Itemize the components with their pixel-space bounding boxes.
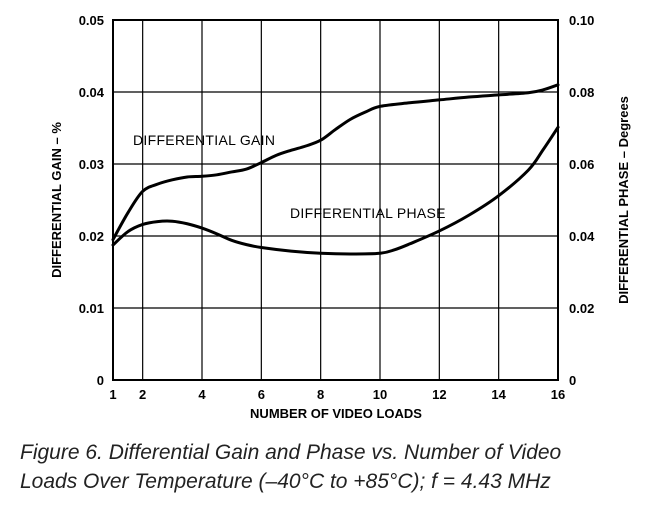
x-tick-label-7: 14 bbox=[491, 387, 506, 402]
x-tick-label-5: 10 bbox=[373, 387, 387, 402]
right-y-tick-labels: 0 0.02 0.04 0.06 0.08 0.10 bbox=[569, 13, 595, 388]
right-y-axis-label: DIFFERENTIAL PHASE – Degrees bbox=[616, 96, 631, 304]
figure-caption: Figure 6. Differential Gain and Phase vs… bbox=[20, 438, 660, 496]
left-y-tick-label-2: 0.02 bbox=[79, 229, 104, 244]
left-y-axis-label: DIFFERENTIAL GAIN – % bbox=[49, 122, 64, 278]
left-y-tick-label-1: 0.01 bbox=[79, 301, 104, 316]
x-tick-label-8: 16 bbox=[551, 387, 565, 402]
right-y-tick-label-0: 0 bbox=[569, 373, 576, 388]
series-layer bbox=[111, 83, 560, 256]
x-tick-label-6: 12 bbox=[432, 387, 446, 402]
left-y-tick-label-3: 0.03 bbox=[79, 157, 104, 172]
caption-line-2: Loads Over Temperature (–40°C to +85°C);… bbox=[20, 470, 551, 493]
left-y-tick-label-5: 0.05 bbox=[79, 13, 104, 28]
x-tick-label-2: 4 bbox=[198, 387, 206, 402]
x-axis-label: NUMBER OF VIDEO LOADS bbox=[250, 406, 422, 421]
right-y-tick-label-2: 0.04 bbox=[569, 229, 595, 244]
plot-frame bbox=[112, 19, 559, 381]
x-tick-labels: 1 2 4 6 8 10 12 14 16 bbox=[109, 387, 565, 402]
x-tick-label-0: 1 bbox=[109, 387, 116, 402]
right-y-tick-label-3: 0.06 bbox=[569, 157, 594, 172]
x-tick-label-3: 6 bbox=[258, 387, 265, 402]
caption-line-1: Figure 6. Differential Gain and Phase vs… bbox=[20, 441, 562, 464]
right-y-tick-label-1: 0.02 bbox=[569, 301, 594, 316]
series-line-differential-gain bbox=[111, 83, 560, 242]
left-y-tick-label-0: 0 bbox=[97, 373, 104, 388]
x-tick-label-4: 8 bbox=[317, 387, 324, 402]
series-label-differential-phase: DIFFERENTIAL PHASE bbox=[290, 205, 446, 221]
x-tick-label-1: 2 bbox=[139, 387, 146, 402]
left-y-tick-labels: 0 0.01 0.02 0.03 0.04 0.05 bbox=[79, 13, 105, 388]
chart: 1 2 4 6 8 10 12 14 16 00.010.020.030.040.05 00.0… bbox=[49, 13, 631, 421]
right-y-tick-label-4: 0.08 bbox=[569, 85, 594, 100]
series-line-differential-phase bbox=[111, 125, 560, 256]
left-y-tick-label-4: 0.04 bbox=[79, 85, 105, 100]
grid bbox=[113, 20, 558, 380]
series-label-differential-gain: DIFFERENTIAL GAIN bbox=[133, 132, 275, 148]
right-y-tick-label-5: 0.10 bbox=[569, 13, 594, 28]
